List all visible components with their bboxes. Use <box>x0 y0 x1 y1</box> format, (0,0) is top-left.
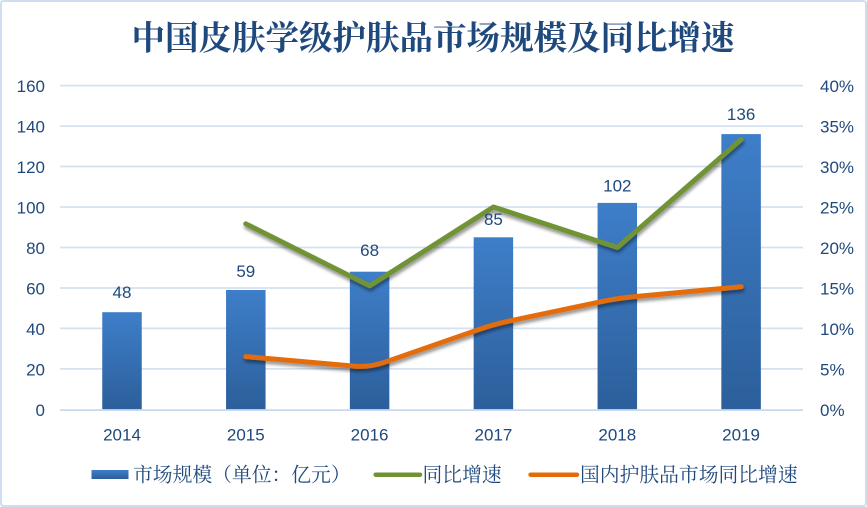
svg-text:10%: 10% <box>820 320 854 339</box>
svg-text:2017: 2017 <box>474 425 512 444</box>
svg-text:25%: 25% <box>820 199 854 218</box>
svg-text:68: 68 <box>360 241 379 260</box>
svg-text:2015: 2015 <box>227 425 265 444</box>
svg-text:2019: 2019 <box>722 425 760 444</box>
svg-text:120: 120 <box>17 158 45 177</box>
svg-text:同比增速: 同比增速 <box>423 465 502 487</box>
svg-text:市场规模（单位：亿元）: 市场规模（单位：亿元） <box>133 465 351 487</box>
svg-text:85: 85 <box>484 210 503 229</box>
svg-text:35%: 35% <box>820 118 854 137</box>
svg-text:136: 136 <box>727 105 755 124</box>
svg-text:2018: 2018 <box>598 425 636 444</box>
svg-text:30%: 30% <box>820 158 854 177</box>
svg-text:中国皮肤学级护肤品市场规模及同比增速: 中国皮肤学级护肤品市场规模及同比增速 <box>132 21 736 58</box>
svg-text:5%: 5% <box>820 361 845 380</box>
svg-text:2014: 2014 <box>103 425 141 444</box>
svg-text:2016: 2016 <box>351 425 389 444</box>
svg-text:160: 160 <box>17 77 45 96</box>
svg-text:40: 40 <box>26 320 45 339</box>
svg-text:15%: 15% <box>820 280 854 299</box>
svg-text:140: 140 <box>17 118 45 137</box>
svg-text:60: 60 <box>26 280 45 299</box>
svg-text:100: 100 <box>17 199 45 218</box>
svg-text:国内护肤品市场同比增速: 国内护肤品市场同比增速 <box>580 465 798 487</box>
svg-text:59: 59 <box>236 262 255 281</box>
svg-text:40%: 40% <box>820 77 854 96</box>
svg-text:20: 20 <box>26 361 45 380</box>
svg-text:0: 0 <box>36 401 45 420</box>
svg-text:102: 102 <box>603 176 631 195</box>
svg-text:0%: 0% <box>820 401 845 420</box>
svg-text:80: 80 <box>26 239 45 258</box>
svg-text:48: 48 <box>113 283 132 302</box>
svg-text:20%: 20% <box>820 239 854 258</box>
